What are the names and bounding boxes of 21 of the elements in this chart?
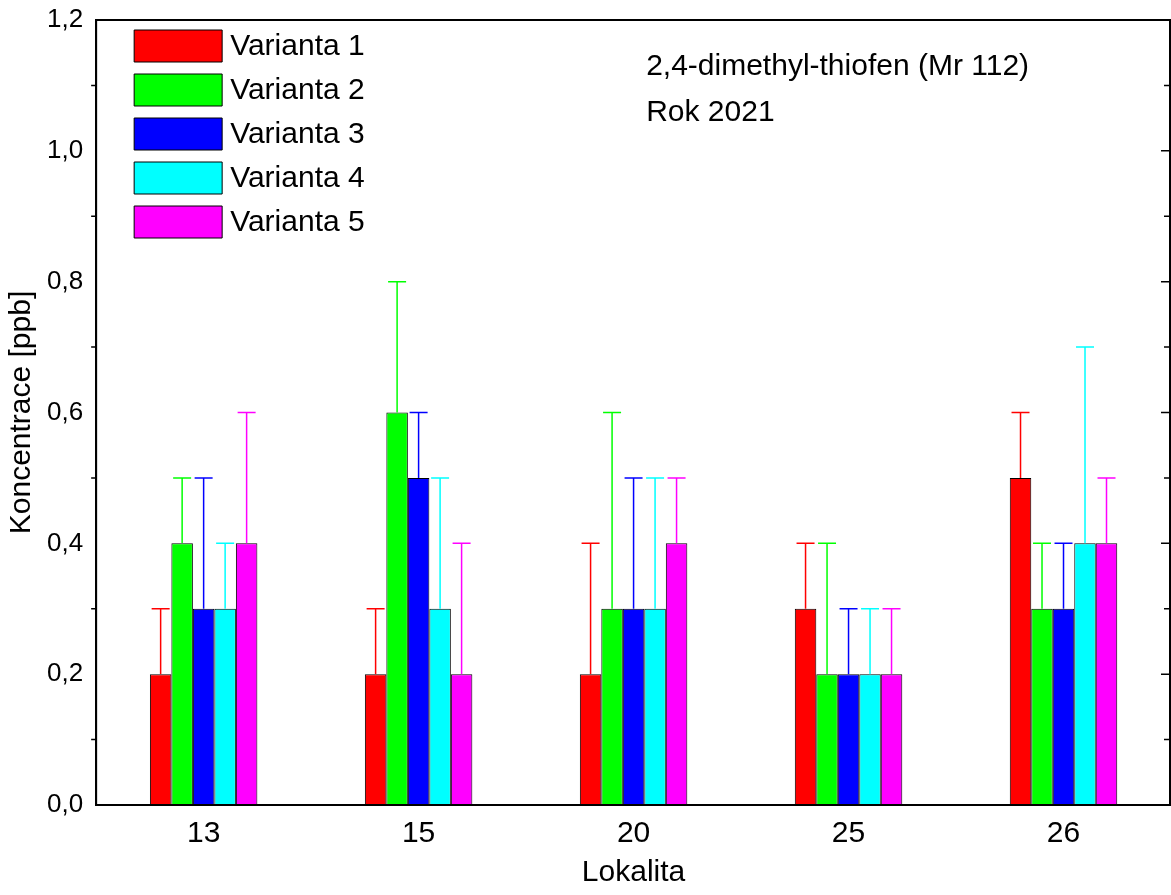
x-tick-label: 13 (186, 815, 221, 849)
legend-label: Varianta 5 (230, 204, 365, 238)
legend-label: Varianta 3 (230, 116, 365, 150)
y-tick-label: 0,4 (46, 526, 84, 557)
annotation: Rok 2021 (646, 94, 775, 128)
y-tick-label: 0,6 (46, 395, 84, 426)
x-tick-label: 26 (1046, 815, 1081, 849)
y-axis-title: Koncentrace [ppb] (3, 290, 37, 535)
x-tick-label: 25 (831, 815, 866, 849)
y-tick-label: 0,2 (46, 657, 84, 688)
x-tick-label: 20 (616, 815, 651, 849)
legend-label: Varianta 4 (230, 160, 365, 194)
legend-label: Varianta 1 (230, 28, 365, 62)
x-tick-label: 15 (401, 815, 436, 849)
y-tick-label: 0,0 (46, 788, 84, 819)
y-tick-label: 1,2 (46, 3, 84, 34)
y-tick-label: 1,0 (46, 134, 84, 165)
y-tick-label: 0,8 (46, 264, 84, 295)
legend-label: Varianta 2 (230, 72, 365, 106)
x-axis-title: Lokalita (581, 854, 686, 888)
annotation: 2,4-dimethyl-thiofen (Mr 112) (646, 48, 1030, 82)
